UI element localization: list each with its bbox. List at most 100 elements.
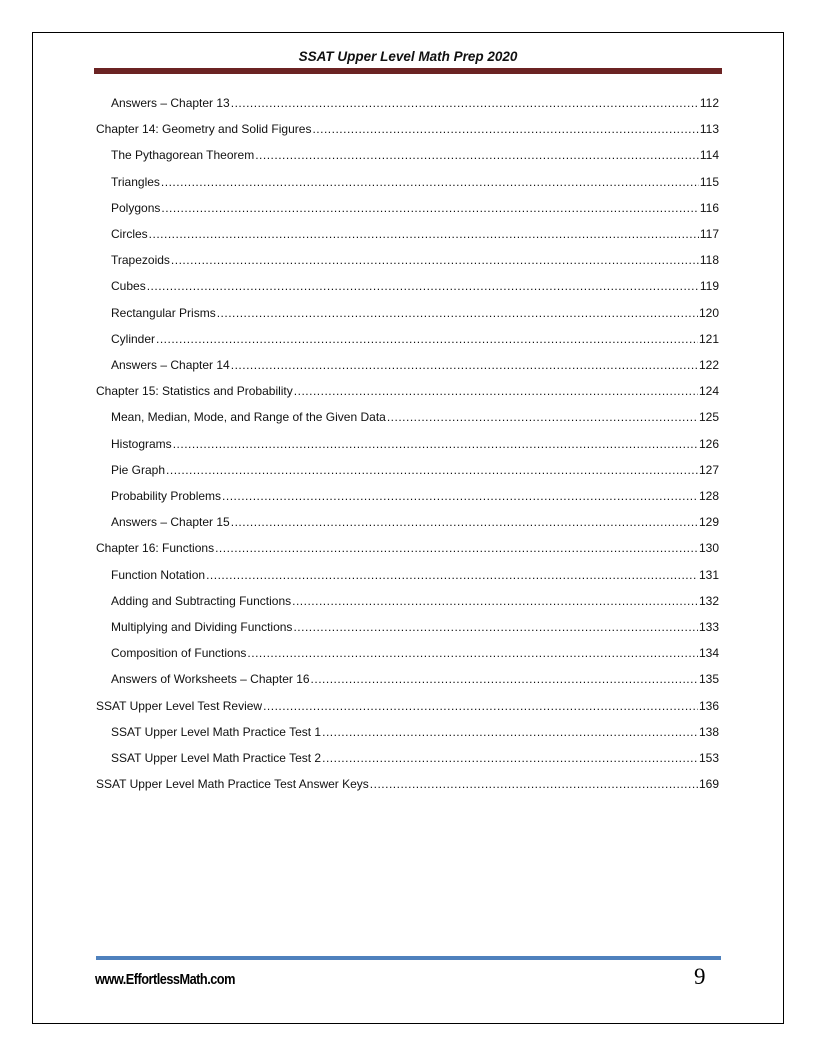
toc-entry[interactable]: SSAT Upper Level Math Practice Test 2 15… [111, 751, 719, 767]
toc-entry-page: 130 [698, 541, 719, 556]
toc-entry[interactable]: Cylinder 121 [111, 332, 719, 348]
toc-entry[interactable]: Answers – Chapter 13 112 [111, 96, 719, 112]
toc-entry-page: 131 [698, 567, 719, 582]
dot-leader [387, 410, 698, 424]
toc-entry-page: 135 [698, 672, 719, 687]
toc-entry[interactable]: Answers – Chapter 15 129 [111, 515, 719, 531]
toc-entry-title: Chapter 14: Geometry and Solid Figures [96, 122, 312, 137]
toc-entry-page: 136 [698, 698, 719, 713]
dot-leader [231, 358, 698, 372]
toc-entry-title: Cylinder [111, 331, 156, 346]
toc-entry-page: 124 [698, 384, 719, 399]
toc-entry-page: 119 [699, 279, 719, 294]
page-number: 9 [694, 964, 706, 989]
dot-leader [156, 332, 698, 346]
toc-entry-page: 117 [699, 227, 719, 241]
toc-entry-title: Cubes [111, 279, 146, 294]
dot-leader [147, 279, 699, 293]
dot-leader [206, 568, 698, 582]
dot-leader [255, 148, 699, 162]
toc-entry[interactable]: Multiplying and Dividing Functions 133 [111, 620, 719, 636]
toc-entry-page: 133 [698, 620, 719, 634]
toc-entry-page: 138 [698, 724, 719, 739]
page-border [32, 32, 784, 1024]
toc-entry[interactable]: Pie Graph 127 [111, 463, 719, 479]
dot-leader [247, 646, 698, 660]
toc-entry[interactable]: SSAT Upper Level Test Review 136 [96, 699, 719, 715]
toc-entry-page: 113 [699, 122, 719, 137]
toc-entry-title: Pie Graph [111, 462, 166, 477]
toc-entry[interactable]: Probability Problems 128 [111, 489, 719, 505]
toc-entry-title: Answers – Chapter 15 [111, 515, 230, 530]
dot-leader [217, 306, 698, 320]
dot-leader [171, 253, 699, 267]
toc-entry[interactable]: Chapter 14: Geometry and Solid Figures 11… [96, 122, 719, 138]
toc-entry-title: SSAT Upper Level Math Practice Test 1 [111, 724, 322, 739]
toc-entry-title: SSAT Upper Level Math Practice Test Answ… [96, 777, 369, 792]
toc-entry[interactable]: Cubes 119 [111, 279, 719, 295]
toc-entry-page: 128 [698, 489, 719, 503]
toc-entry-title: SSAT Upper Level Test Review [96, 698, 263, 713]
toc-entry-page: 153 [698, 751, 719, 765]
toc-entry[interactable]: Function Notation 131 [111, 568, 719, 584]
toc-entry-title: Histograms [111, 436, 172, 451]
toc-entry[interactable]: Chapter 15: Statistics and Probability 12… [96, 384, 719, 400]
toc-entry-page: 118 [699, 253, 719, 268]
toc-entry[interactable]: Mean, Median, Mode, and Range of the Giv… [111, 410, 719, 426]
toc-entry[interactable]: Trapezoids 118 [111, 253, 719, 269]
dot-leader [222, 489, 698, 503]
footer-rule [96, 956, 721, 960]
toc-entry[interactable]: The Pythagorean Theorem 114 [111, 148, 719, 164]
toc-entry-page: 114 [699, 148, 719, 163]
toc-entry-page: 125 [698, 410, 719, 425]
dot-leader [161, 201, 698, 215]
toc-entry-title: SSAT Upper Level Math Practice Test 2 [111, 751, 322, 765]
toc-entry-page: 134 [698, 646, 719, 661]
toc-entry-page: 129 [698, 515, 719, 530]
running-header: SSAT Upper Level Math Prep 2020 [298, 49, 518, 64]
dot-leader [166, 463, 698, 477]
toc-entry-title: Probability Problems [111, 489, 222, 503]
toc-entry-title: Mean, Median, Mode, and Range of the Giv… [111, 410, 386, 425]
toc-entry-page: 126 [698, 436, 719, 451]
dot-leader [215, 541, 698, 555]
toc-entry[interactable]: Adding and Subtracting Functions 132 [111, 594, 719, 610]
toc-entry[interactable]: Chapter 16: Functions 130 [96, 541, 719, 557]
toc-entry-page: 132 [698, 593, 719, 608]
dot-leader [312, 122, 698, 136]
toc-entry-title: Composition of Functions [111, 646, 247, 661]
toc-entry[interactable]: Rectangular Prisms 120 [111, 306, 719, 322]
toc-entry[interactable]: Triangles 115 [111, 175, 719, 191]
toc-entry[interactable]: Answers – Chapter 14 122 [111, 358, 719, 374]
toc-entry-page: 169 [698, 777, 719, 792]
toc-entry[interactable]: SSAT Upper Level Math Practice Test Answ… [96, 777, 719, 793]
toc-entry[interactable]: Answers of Worksheets – Chapter 16 135 [111, 672, 719, 688]
toc-entry-title: Answers of Worksheets – Chapter 16 [111, 672, 310, 687]
dot-leader [149, 227, 699, 241]
toc-entry[interactable]: SSAT Upper Level Math Practice Test 1 13… [111, 725, 719, 741]
toc-entry-page: 116 [699, 200, 719, 215]
toc-entry-title: Rectangular Prisms [111, 305, 216, 320]
toc-entry[interactable]: Polygons 116 [111, 201, 719, 217]
dot-leader [293, 620, 698, 634]
toc-entry-page: 122 [698, 358, 719, 372]
toc-entry[interactable]: Circles 117 [111, 227, 719, 243]
dot-leader [263, 699, 698, 713]
footer-url[interactable]: www.EffortlessMath.com [95, 971, 235, 988]
toc-entry-title: Circles [111, 227, 148, 241]
toc-entry[interactable]: Histograms 126 [111, 437, 719, 453]
dot-leader [231, 96, 699, 110]
toc-entry-page: 127 [698, 462, 719, 477]
toc-entry[interactable]: Composition of Functions 134 [111, 646, 719, 662]
dot-leader [231, 515, 698, 529]
toc-entry-page: 115 [699, 174, 719, 189]
dot-leader [173, 437, 698, 451]
dot-leader [370, 777, 698, 791]
toc-entry-title: Answers – Chapter 14 [111, 358, 230, 372]
toc-entry-title: Chapter 16: Functions [96, 541, 215, 556]
toc-entry-title: Adding and Subtracting Functions [111, 593, 292, 608]
toc-entry-page: 121 [698, 331, 719, 346]
dot-leader [311, 672, 698, 686]
toc-entry-title: Chapter 15: Statistics and Probability [96, 384, 293, 399]
toc-entry-page: 120 [698, 305, 719, 320]
